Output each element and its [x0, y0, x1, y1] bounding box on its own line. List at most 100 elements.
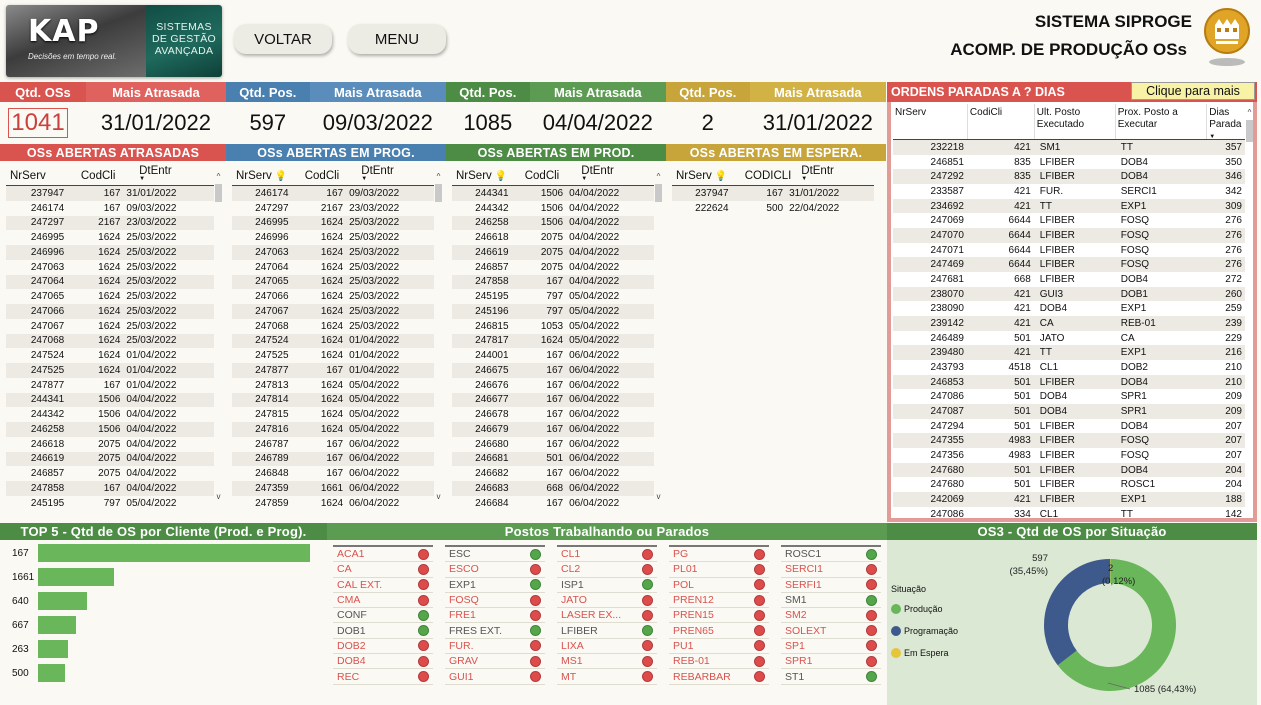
op-table-row[interactable]: 247681 668 LFIBER DOB4 272	[893, 272, 1245, 287]
posto-item[interactable]: SERFI1	[781, 578, 881, 593]
table-row[interactable]: 246996 1624 25/03/2022	[6, 245, 214, 260]
scroll-up-icon[interactable]: ^	[656, 172, 661, 181]
posto-item[interactable]: PU1	[669, 639, 769, 655]
top5-bar-row[interactable]: 667	[0, 615, 327, 635]
scroll-thumb[interactable]	[215, 184, 222, 202]
posto-item[interactable]: PG	[669, 547, 769, 563]
table-row[interactable]: 247067 1624 25/03/2022	[232, 304, 434, 319]
table-row[interactable]: 246857 2075 04/04/2022	[452, 260, 654, 275]
op-table-row[interactable]: 246851 835 LFIBER DOB4 350	[893, 155, 1245, 170]
top5-bar-row[interactable]: 1661	[0, 567, 327, 587]
bar[interactable]	[38, 544, 310, 562]
table-row[interactable]: 247297 2167 23/03/2022	[6, 215, 214, 231]
table-row[interactable]: 246995 1624 25/03/2022	[6, 230, 214, 245]
posto-item[interactable]: FRES EXT.	[445, 623, 545, 639]
posto-item[interactable]: ESC	[445, 547, 545, 563]
col-header-nrserv[interactable]: NrServ	[10, 170, 46, 182]
op-table-row[interactable]: 247294 501 LFIBER DOB4 207	[893, 419, 1245, 434]
table-row[interactable]: 247068 1624 25/03/2022	[6, 333, 214, 349]
table-row[interactable]: 247297 2167 23/03/2022	[232, 201, 434, 216]
table-row[interactable]: 246258 1506 04/04/2022	[6, 422, 214, 437]
table-row[interactable]: 247065 1624 25/03/2022	[6, 289, 214, 304]
table-row[interactable]: 247858 167 04/04/2022	[452, 274, 654, 290]
op-table-row[interactable]: 247680 501 LFIBER ROSC1 204	[893, 477, 1245, 492]
op-table-row[interactable]: 247355 4983 LFIBER FOSQ 207	[893, 433, 1245, 449]
table-row[interactable]: 246787 167 06/04/2022	[232, 437, 434, 452]
table-row[interactable]: 246857 2075 04/04/2022	[6, 466, 214, 481]
table-row[interactable]: 247525 1624 01/04/2022	[6, 363, 214, 378]
table-row[interactable]: 222624 500 22/04/2022	[672, 201, 874, 216]
posto-item[interactable]: ESCO	[445, 562, 545, 578]
posto-item[interactable]: CL1	[557, 547, 657, 563]
scroll-thumb[interactable]	[655, 184, 662, 202]
table-row[interactable]: 247816 1624 05/04/2022	[232, 422, 434, 437]
posto-item[interactable]: FRE1	[445, 608, 545, 624]
col-header-nrserv[interactable]: NrServ 💡	[456, 170, 508, 182]
table-row[interactable]: 246683 668 06/04/2022	[452, 481, 654, 496]
posto-item[interactable]: SP1	[781, 639, 881, 655]
col-header-codcli[interactable]: CodCli	[80, 170, 116, 182]
posto-item[interactable]: ROSC1	[781, 547, 881, 563]
col-header-nrserv[interactable]: NrServ 💡	[676, 170, 728, 182]
posto-item[interactable]: POL	[669, 578, 769, 593]
posto-item[interactable]: DOB4	[333, 654, 433, 670]
posto-item[interactable]: CAL EXT.	[333, 578, 433, 593]
posto-item[interactable]: FOSQ	[445, 593, 545, 609]
col-header-nrserv[interactable]: NrServ 💡	[236, 170, 288, 182]
posto-item[interactable]: DOB1	[333, 623, 433, 639]
posto-item[interactable]: FUR.	[445, 639, 545, 655]
table-row[interactable]: 247877 167 01/04/2022	[6, 378, 214, 393]
legend-item[interactable]: Produção	[891, 598, 981, 620]
op-col-header[interactable]: Ult. Posto Executado	[1033, 104, 1115, 139]
top5-bar-row[interactable]: 500	[0, 663, 327, 683]
op-table-row[interactable]: 247070 6644 LFIBER FOSQ 276	[893, 228, 1245, 243]
posto-item[interactable]: ACA1	[333, 547, 433, 563]
posto-item[interactable]: GUI1	[445, 669, 545, 685]
table-row[interactable]: 246619 2075 04/04/2022	[452, 245, 654, 260]
posto-item[interactable]: PREN12	[669, 593, 769, 609]
bar[interactable]	[38, 592, 87, 610]
clique-para-mais-button[interactable]: Clique para mais	[1131, 82, 1255, 100]
posto-item[interactable]: LASER EX...	[557, 608, 657, 624]
donut-slice-programação[interactable]	[1044, 559, 1110, 666]
op-table-row[interactable]: 247086 501 DOB4 SPR1 209	[893, 389, 1245, 404]
op-table-row[interactable]: 247680 501 LFIBER DOB4 204	[893, 462, 1245, 478]
table-row[interactable]: 247817 1624 05/04/2022	[452, 333, 654, 349]
table-row[interactable]: 246684 167 06/04/2022	[452, 496, 654, 511]
posto-item[interactable]: PREN15	[669, 608, 769, 624]
posto-item[interactable]: SOLEXT	[781, 623, 881, 639]
table-row[interactable]: 246619 2075 04/04/2022	[6, 451, 214, 467]
posto-item[interactable]: REBARBAR	[669, 669, 769, 685]
posto-item[interactable]: CA	[333, 562, 433, 578]
top5-bar-row[interactable]: 167	[0, 543, 327, 563]
table-row[interactable]: 244342 1506 04/04/2022	[452, 201, 654, 216]
op-table-row[interactable]: 238090 421 DOB4 EXP1 259	[893, 301, 1245, 316]
op-table-row[interactable]: 247071 6644 LFIBER FOSQ 276	[893, 243, 1245, 258]
op-table-row[interactable]: 246853 501 LFIBER DOB4 210	[893, 374, 1245, 390]
top5-bar-row[interactable]: 263	[0, 639, 327, 659]
op-table-row[interactable]: 234692 421 TT EXP1 309	[893, 198, 1245, 214]
posto-item[interactable]: JATO	[557, 593, 657, 609]
col-header-codcli[interactable]: CodCli	[304, 170, 340, 182]
table-scrollbar[interactable]: ^ v	[434, 172, 443, 502]
table-row[interactable]: 246995 1624 25/03/2022	[232, 215, 434, 231]
voltar-button[interactable]: VOLTAR	[234, 24, 332, 54]
table-row[interactable]: 247063 1624 25/03/2022	[232, 245, 434, 260]
table-row[interactable]: 246618 2075 04/04/2022	[452, 230, 654, 245]
col-header-dtentr[interactable]: DtEntr ▼	[139, 165, 214, 182]
table-row[interactable]: 244341 1506 04/04/2022	[452, 186, 654, 201]
table-row[interactable]: 247859 1624 06/04/2022	[232, 496, 434, 511]
posto-item[interactable]: MT	[557, 669, 657, 685]
table-row[interactable]: 247525 1624 01/04/2022	[232, 348, 434, 363]
op-table-row[interactable]: 238070 421 GUI3 DOB1 260	[893, 286, 1245, 302]
op-col-header[interactable]: CodiCli	[966, 104, 1034, 139]
menu-button[interactable]: MENU	[348, 24, 446, 54]
table-row[interactable]: 246618 2075 04/04/2022	[6, 437, 214, 452]
col-header-codicli[interactable]: CODICLI	[744, 170, 792, 182]
posto-item[interactable]: ST1	[781, 669, 881, 685]
posto-item[interactable]: REC	[333, 669, 433, 685]
scroll-down-icon[interactable]: v	[656, 492, 661, 501]
posto-item[interactable]: CL2	[557, 562, 657, 578]
op-table-row[interactable]: 233587 421 FUR. SERCI1 342	[893, 184, 1245, 199]
posto-item[interactable]: CMA	[333, 593, 433, 609]
